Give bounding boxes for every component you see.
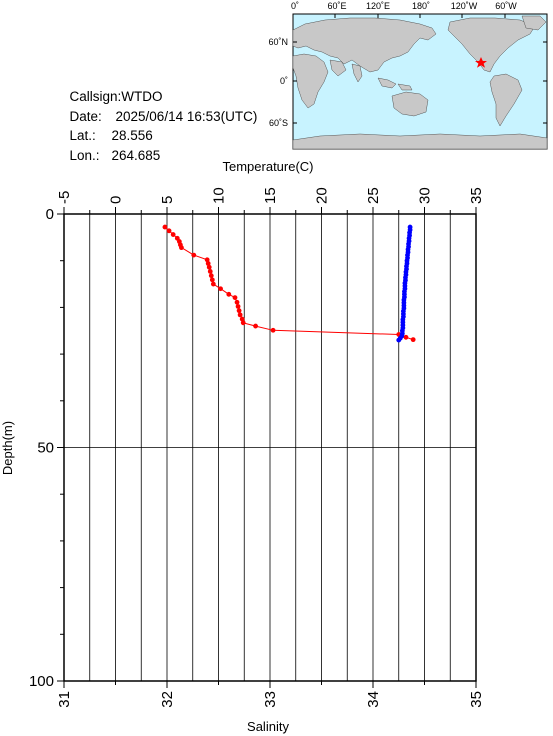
salinity-tick-label: 31 <box>56 691 73 708</box>
temperature-point <box>206 264 212 270</box>
temperature-point <box>208 273 214 279</box>
callsign-label: Callsign: <box>69 89 122 104</box>
temperature-point <box>236 308 242 314</box>
callsign-value: WTDO <box>121 89 163 104</box>
map-lon-label-1: 60˚E <box>327 1 346 11</box>
temperature-point <box>205 261 211 266</box>
date-label: Date: <box>69 109 102 124</box>
grid-lines <box>64 214 476 681</box>
temperature-point <box>240 320 246 326</box>
lat-value: 28.556 <box>111 128 153 143</box>
map-lat-label-0: 60˚N <box>268 37 288 47</box>
temperature-point <box>191 252 197 258</box>
map-lon-label-5: 60˚W <box>495 1 517 11</box>
salinity-axis-title: Salinity <box>247 719 289 734</box>
temperature-tick-label: 10 <box>211 187 228 204</box>
map-lon-label-3: 180˚ <box>412 1 430 11</box>
temperature-point <box>237 312 243 318</box>
map-lon-label-0: 0˚ <box>291 1 299 11</box>
temperature-point <box>170 232 176 237</box>
depth-axis-title: Depth(m) <box>0 421 15 475</box>
map-lat-label-2: 60˚S <box>269 118 288 128</box>
location-map: 0˚ 60˚E 120˚E 180˚ 120˚W 60˚W 60˚N 0˚ 60… <box>268 1 548 150</box>
lat-line: Lat.: 28.556 <box>62 113 153 143</box>
lat-label: Lat.: <box>69 128 96 143</box>
temperature-point <box>239 316 245 322</box>
temperature-point <box>207 269 213 274</box>
depth-tick-label: 100 <box>29 673 54 690</box>
temperature-point <box>410 337 416 343</box>
temperature-point <box>235 304 241 309</box>
temperature-point <box>209 277 215 283</box>
depth-tick-label: 50 <box>37 440 54 457</box>
temperature-point <box>226 291 232 297</box>
temperature-tick-label: 35 <box>468 187 485 204</box>
temperature-tick-label: 25 <box>365 187 382 204</box>
map-land <box>292 15 548 150</box>
temperature-tick-label: 30 <box>417 187 434 204</box>
salinity-tick-label: 34 <box>365 691 382 708</box>
date-value: 2025/06/14 16:53(UTC) <box>115 109 258 124</box>
salinity-tick-label: 35 <box>468 691 485 708</box>
temperature-point <box>204 257 210 263</box>
temperature-tick-label: 5 <box>159 196 176 204</box>
temperature-point <box>179 245 184 251</box>
lon-value: 264.685 <box>111 148 161 163</box>
temperature-axis-title: Temperature(C) <box>222 159 313 174</box>
salinity-point <box>396 337 402 343</box>
temperature-point <box>210 281 216 287</box>
temperature-point <box>232 295 238 300</box>
callsign-line: Callsign:WTDO <box>62 74 163 104</box>
temperature-point <box>253 323 258 329</box>
temperature-point <box>403 334 409 340</box>
map-ticks <box>292 14 547 124</box>
temperature-tick-label: 15 <box>262 187 279 204</box>
temperature-tick-label: 0 <box>108 196 125 204</box>
axis-ticks <box>57 207 477 688</box>
temperature-point <box>234 299 240 305</box>
star-icon <box>475 57 487 68</box>
data-series <box>162 224 416 343</box>
temperature-tick-label: -5 <box>56 191 73 204</box>
map-lat-label-1: 0˚ <box>280 76 288 86</box>
temperature-point <box>162 224 168 230</box>
map-lon-label-4: 120˚W <box>451 1 478 11</box>
salinity-tick-label: 32 <box>159 691 176 708</box>
temperature-point <box>270 327 276 333</box>
depth-tick-label: 0 <box>46 206 54 223</box>
temperature-tick-label: 20 <box>314 187 331 204</box>
date-line: Date: 2025/06/14 16:53(UTC) <box>62 94 258 124</box>
lon-label: Lon.: <box>69 148 100 163</box>
temperature-point <box>218 286 223 292</box>
lon-line: Lon.: 264.685 <box>62 133 161 163</box>
map-lon-label-2: 120˚E <box>366 1 390 11</box>
salinity-tick-label: 33 <box>262 691 279 708</box>
temperature-point <box>166 228 172 234</box>
